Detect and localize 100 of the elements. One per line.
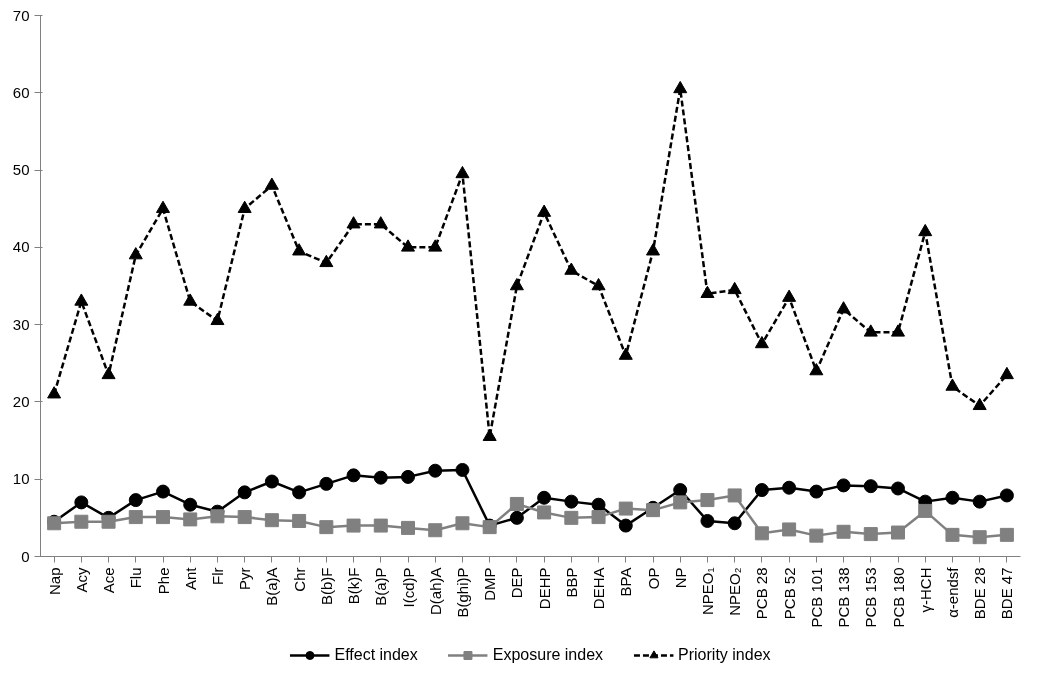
point: [509, 510, 524, 525]
point: [428, 239, 443, 252]
point: [101, 366, 116, 380]
point: [646, 243, 660, 256]
x-tick-label: Flu: [127, 567, 145, 589]
point: [373, 216, 388, 229]
point: [346, 518, 361, 533]
point: [455, 516, 470, 531]
point: [128, 493, 143, 508]
point: [700, 285, 715, 298]
y-tick-label: 10: [12, 470, 30, 488]
point: [101, 514, 116, 529]
x-tick-label: Ant: [181, 566, 199, 591]
x-tick-label: BBP: [562, 567, 580, 598]
x-tick-label: Chr: [290, 567, 308, 592]
point: [727, 516, 742, 531]
point: [455, 462, 470, 477]
x-tick-label: Ace: [100, 567, 118, 594]
y-tick-label: 0: [21, 547, 30, 565]
point: [156, 200, 170, 213]
point: [972, 530, 987, 545]
y-tick-label: 30: [12, 315, 30, 333]
x-tick-label: D(ah)A: [426, 567, 444, 616]
x-tick-label: B(a)A: [263, 567, 281, 606]
point: [74, 495, 89, 510]
point: [673, 80, 688, 94]
point: [700, 493, 715, 508]
point: [618, 501, 633, 516]
point: [183, 293, 198, 306]
point: [727, 281, 742, 295]
x-tick-label: PCB 52: [780, 567, 798, 620]
x-tick-label: Phe: [154, 567, 172, 595]
point: [264, 474, 279, 489]
point: [700, 513, 715, 528]
point: [537, 490, 552, 505]
legend-label: Exposure index: [492, 646, 604, 664]
point: [509, 496, 524, 511]
y-tick-label: 60: [12, 83, 30, 101]
point: [999, 488, 1014, 503]
x-tick-label: B(b)F: [317, 567, 335, 605]
point: [428, 463, 443, 478]
x-tick-label: PCB 180: [889, 567, 907, 628]
point: [237, 200, 252, 213]
point: [863, 479, 878, 494]
point: [999, 527, 1014, 542]
x-tick-label: BDE 28: [971, 567, 989, 620]
point: [346, 216, 361, 229]
point: [782, 480, 797, 495]
x-tick-label: BDE 47: [998, 567, 1016, 620]
y-tick-label: 70: [12, 6, 30, 24]
point: [754, 526, 769, 541]
point: [782, 289, 797, 302]
x-tick-label: Flr: [208, 567, 226, 585]
point: [918, 223, 933, 237]
point: [918, 503, 933, 518]
point: [564, 494, 579, 509]
point: [237, 485, 252, 500]
point: [891, 481, 905, 496]
point: [373, 518, 388, 533]
point: [210, 312, 225, 326]
point: [292, 513, 307, 528]
point: [156, 510, 170, 525]
x-tick-label: γ-HCH: [916, 567, 934, 613]
point: [428, 523, 443, 538]
point: [945, 527, 960, 542]
x-tick-label: B(a)P: [372, 567, 390, 606]
point: [264, 177, 279, 190]
x-tick-label: Acy: [72, 567, 90, 593]
point: [373, 470, 388, 485]
point: [618, 347, 633, 360]
y-tick-label: 50: [12, 161, 30, 179]
x-tick-label: NPEO₂: [726, 567, 744, 616]
x-tick-label: DEP: [508, 567, 526, 599]
point: [591, 510, 606, 525]
point: [618, 518, 633, 533]
point: [183, 512, 198, 527]
point: [292, 243, 307, 256]
x-tick-label: DMP: [481, 567, 499, 601]
point: [891, 525, 905, 540]
point: [809, 363, 824, 376]
point: [782, 522, 797, 537]
point: [809, 528, 824, 543]
x-tick-label: PCB 153: [862, 567, 880, 628]
legend-label: Priority index: [678, 646, 771, 664]
point: [128, 510, 143, 525]
point: [237, 510, 252, 525]
point: [183, 497, 198, 512]
point: [673, 495, 688, 510]
point: [863, 324, 878, 337]
point: [401, 520, 415, 535]
point: [591, 277, 606, 291]
point: [210, 509, 225, 524]
x-tick-label: I(cd)P: [399, 567, 417, 608]
x-tick-label: DEHA: [590, 567, 608, 610]
x-tick-label: OP: [644, 567, 662, 590]
point: [809, 484, 824, 499]
point: [319, 520, 334, 535]
point: [47, 386, 62, 399]
x-tick-label: DEHP: [535, 567, 553, 610]
point: [74, 293, 89, 306]
